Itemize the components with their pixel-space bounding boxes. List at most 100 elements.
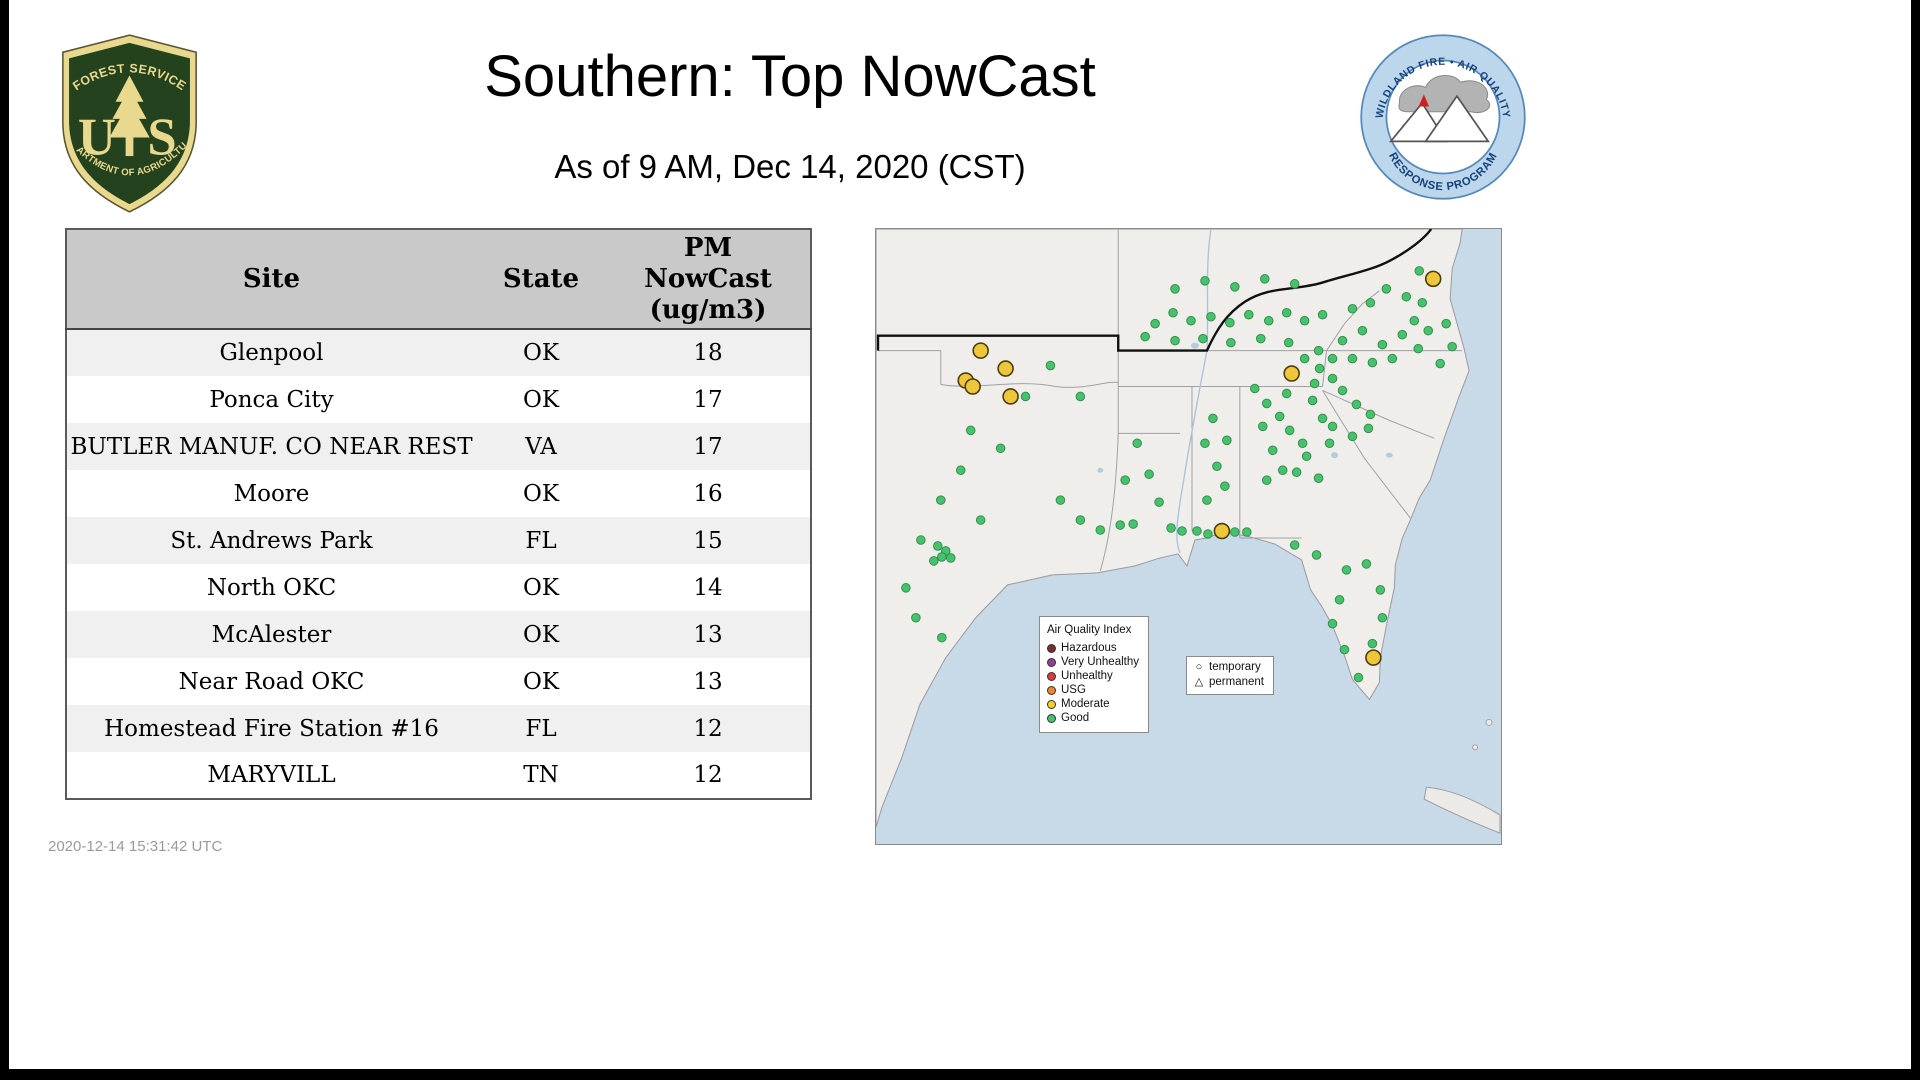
- good-site-marker: [1267, 445, 1278, 456]
- good-site-marker: [1317, 309, 1328, 320]
- pm-value-cell: 14: [693, 574, 723, 601]
- mountains-icon: [1388, 94, 1490, 143]
- good-site-marker: [1401, 291, 1412, 302]
- table-row: Moore OK 16: [66, 470, 811, 517]
- aqi-legend-label: Very Unhealthy: [1061, 656, 1139, 668]
- good-site-marker: [1327, 353, 1338, 364]
- page-subtitle: As of 9 AM, Dec 14, 2020 (CST): [554, 148, 1026, 185]
- page-title: Southern: Top NowCast: [484, 44, 1096, 109]
- aqi-legend-items: Hazardous Very Unhealthy Unhealthy USG Moder…: [1047, 641, 1141, 725]
- good-site-marker: [1387, 353, 1398, 364]
- good-site-marker: [1170, 284, 1180, 294]
- good-site-marker: [1311, 550, 1322, 560]
- pm-nowcast-column-header: PM NowCast (ug/m3): [606, 229, 811, 330]
- site-cell: St. Andrews Park: [170, 527, 373, 554]
- good-site-marker: [1281, 307, 1292, 318]
- site-cell: MARYVILL: [207, 762, 336, 788]
- good-site-marker: [1377, 612, 1388, 623]
- moderate-site-marker: [1002, 388, 1019, 405]
- good-site-marker: [1347, 431, 1358, 442]
- good-site-marker: [1200, 438, 1210, 449]
- good-site-marker: [1202, 495, 1212, 505]
- good-site-marker: [1337, 385, 1348, 396]
- forest-service-shield-icon: FOREST SERVICE U S DEPARTMENT OF AGRICUL…: [48, 24, 197, 213]
- fs-logo-monogram-u: U: [78, 109, 116, 167]
- permanent-marker-icon: △: [1194, 676, 1204, 688]
- table-row: Glenpool OK 18: [66, 329, 811, 376]
- good-site-marker: [1307, 395, 1318, 406]
- good-site-marker: [1327, 373, 1338, 384]
- cuba-island: [1423, 786, 1501, 834]
- good-site-marker: [937, 552, 947, 562]
- pm-value-cell: 16: [693, 480, 723, 507]
- good-site-marker: [1242, 527, 1252, 537]
- table-row: McAlester OK 13: [66, 611, 811, 658]
- good-site-marker: [1168, 307, 1178, 318]
- good-site-marker: [1351, 399, 1362, 410]
- good-site-marker: [1314, 363, 1325, 374]
- good-site-marker: [1284, 425, 1295, 436]
- table-row: St. Andrews Park FL 15: [66, 517, 811, 564]
- moderate-site-marker: [997, 360, 1014, 377]
- good-site-marker: [955, 465, 966, 475]
- good-site-marker: [1327, 421, 1338, 432]
- pm-value-cell: 18: [693, 340, 723, 366]
- good-site-marker: [995, 443, 1006, 454]
- good-site-marker: [1347, 303, 1358, 314]
- good-site-marker: [1291, 467, 1302, 477]
- good-site-marker: [1226, 337, 1236, 348]
- good-site-marker: [1257, 421, 1268, 432]
- good-site-marker: [1274, 411, 1285, 422]
- state-column-header: State: [476, 229, 606, 330]
- good-site-marker: [1186, 315, 1196, 326]
- site-cell: BUTLER MANUF. CO NEAR REST: [70, 433, 473, 460]
- pm-value-cell: 12: [693, 762, 723, 788]
- aqi-legend-item: USG: [1047, 683, 1141, 697]
- marker-legend-label: permanent: [1209, 676, 1264, 688]
- moderate-site-marker: [972, 342, 989, 359]
- good-site-marker: [1261, 398, 1272, 409]
- aqi-legend-title: Air Quality Index: [1047, 624, 1132, 636]
- good-site-marker: [1289, 540, 1300, 550]
- site-cell: Near Road OKC: [178, 668, 365, 695]
- table-row: BUTLER MANUF. CO NEAR REST VA 17: [66, 423, 811, 470]
- good-site-marker: [1283, 337, 1294, 348]
- aqi-legend-label: Good: [1061, 712, 1090, 724]
- bahamas-island: [1485, 719, 1493, 726]
- good-site-marker: [1230, 282, 1240, 292]
- site-cell: Moore: [233, 480, 310, 507]
- generated-timestamp: 2020-12-14 15:31:42 UTC: [48, 838, 223, 855]
- good-site-marker: [1225, 317, 1235, 328]
- good-site-marker: [1140, 331, 1150, 342]
- site-cell: Glenpool: [219, 340, 324, 366]
- marker-type-legend: ○ temporary △ permanent: [1186, 656, 1274, 695]
- airfire-badge-icon: WILDLAND FIRE • AIR QUALITY RESPONSE PRO…: [1360, 34, 1526, 200]
- aqi-color-swatch: [1047, 699, 1056, 709]
- good-site-marker: [1244, 309, 1254, 320]
- airfire-program-logo: WILDLAND FIRE • AIR QUALITY RESPONSE PRO…: [1356, 30, 1530, 209]
- moderate-site-marker: [1424, 270, 1442, 288]
- good-site-marker: [1414, 266, 1425, 276]
- good-site-marker: [1313, 345, 1324, 356]
- good-site-marker: [1206, 311, 1216, 322]
- table-header-row: Site State PM NowCast (ug/m3): [66, 229, 811, 330]
- good-site-marker: [911, 612, 921, 623]
- good-site-marker: [1212, 461, 1222, 472]
- aqi-color-swatch: [1047, 643, 1056, 653]
- good-site-marker: [1055, 495, 1066, 505]
- good-site-marker: [1317, 413, 1328, 424]
- aqi-legend-item: Unhealthy: [1047, 669, 1141, 683]
- bahamas-island: [1472, 744, 1478, 751]
- good-site-marker: [1198, 333, 1208, 344]
- good-site-marker: [1075, 391, 1086, 402]
- marker-legend-label: temporary: [1209, 661, 1261, 673]
- state-cell: FL: [525, 715, 557, 742]
- good-site-marker: [1357, 325, 1368, 336]
- good-site-marker: [1255, 333, 1266, 344]
- aqi-color-swatch: [1047, 657, 1056, 667]
- good-site-marker: [1423, 325, 1434, 336]
- aqi-legend-label: USG: [1061, 684, 1086, 696]
- table-row: Homestead Fire Station #16 FL 12: [66, 705, 811, 752]
- state-cell: OK: [522, 480, 560, 507]
- good-site-marker: [1297, 438, 1308, 449]
